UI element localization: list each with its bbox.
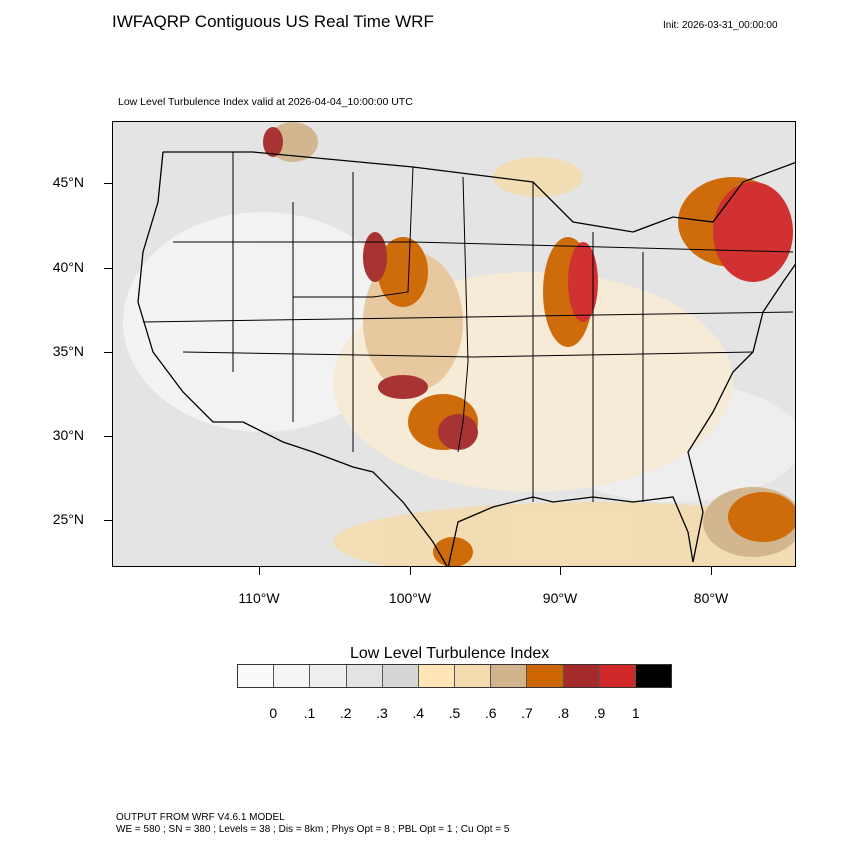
colorbar-swatch (382, 665, 419, 687)
colorbar-label: .2 (339, 705, 352, 721)
colorbar-label: .1 (303, 705, 316, 721)
lon-tick (410, 567, 411, 575)
colorbar-label: .5 (448, 705, 461, 721)
colorbar-label: .3 (376, 705, 388, 721)
coastlines-and-borders (137, 151, 795, 566)
map-canvas (113, 122, 795, 566)
colorbar-label: .6 (484, 705, 497, 721)
footer-model: OUTPUT FROM WRF V4.6.1 MODEL (116, 812, 285, 823)
colorbar-swatch (635, 665, 672, 687)
colorbar-swatch (310, 665, 347, 687)
lat-tick (104, 183, 112, 184)
lat-label: 25°N (52, 511, 84, 527)
init-time: Init: 2026-03-31_00:00:00 (663, 20, 778, 31)
lat-tick (104, 268, 112, 269)
colorbar-label: 0 (269, 705, 278, 721)
lat-tick (104, 352, 112, 353)
colorbar-label: .8 (557, 705, 570, 721)
colorbar-swatch (563, 665, 600, 687)
plot-title: IWFAQRP Contiguous US Real Time WRF (112, 12, 434, 31)
colorbar-swatch (491, 665, 528, 687)
lon-tick (259, 567, 260, 575)
lat-tick (104, 520, 112, 521)
lon-tick (560, 567, 561, 575)
colorbar-swatch (346, 665, 383, 687)
colorbar-label: .9 (593, 705, 606, 721)
lon-label: 110°W (238, 590, 280, 606)
lat-label: 45°N (52, 174, 84, 190)
colorbar-swatch (455, 665, 492, 687)
lat-label: 40°N (52, 259, 84, 275)
lon-label: 80°W (693, 590, 729, 606)
colorbar-swatch (418, 665, 456, 687)
colorbar-swatch (527, 665, 564, 687)
lon-label: 90°W (542, 590, 578, 606)
lon-tick (711, 567, 712, 575)
lon-label: 100°W (388, 590, 432, 606)
lat-label: 35°N (52, 343, 84, 359)
colorbar-title: Low Level Turbulence Index (350, 645, 550, 662)
lat-label: 30°N (52, 427, 84, 443)
colorbar-label: .7 (521, 705, 533, 721)
colorbar-label: 1 (631, 705, 640, 721)
plot-subtitle: Low Level Turbulence Index valid at 2026… (118, 96, 413, 108)
footer-config: WE = 580 ; SN = 380 ; Levels = 38 ; Dis … (116, 824, 510, 835)
colorbar-swatch (238, 665, 275, 687)
colorbar-swatch (599, 665, 636, 687)
colorbar-swatch (274, 665, 311, 687)
colorbar (237, 664, 672, 688)
colorbar-label: .4 (412, 705, 425, 721)
turbulence-map (112, 121, 796, 567)
turbulence-field (123, 122, 795, 566)
lat-tick (104, 436, 112, 437)
